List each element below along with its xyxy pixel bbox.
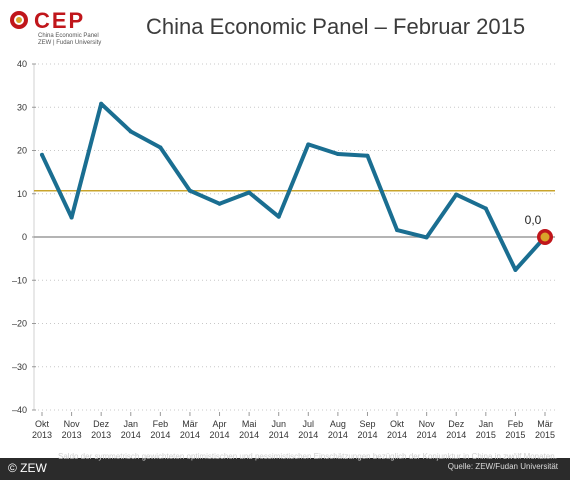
data-point: [306, 142, 311, 147]
data-point: [424, 235, 429, 240]
data-point: [483, 206, 488, 211]
data-point: [276, 214, 281, 219]
footnote-text: Saldo der symmetrisch gewichteten optimi…: [58, 452, 557, 461]
x-tick-label-year: 2014: [180, 430, 200, 440]
y-tick-label: 40: [17, 59, 27, 69]
data-point: [187, 188, 192, 193]
cep-logo: CEP China Economic Panel ZEW | Fudan Uni…: [10, 8, 101, 46]
data-point: [247, 190, 252, 195]
svg-text:China Economic Panel: China Economic Panel: [38, 33, 99, 39]
source-note: Quelle: ZEW/Fudan Universität: [447, 462, 558, 471]
x-tick-label-month: Sep: [359, 419, 375, 429]
footnote: Saldo der symmetrisch gewichteten optimi…: [58, 452, 558, 471]
x-tick-label-month: Dez: [448, 419, 465, 429]
x-tick-label-month: Jul: [303, 419, 315, 429]
footer-bar: © ZEW: [0, 458, 570, 480]
x-tick-label-month: Dez: [93, 419, 110, 429]
x-tick-label-month: Feb: [508, 419, 524, 429]
x-tick-label-month: Jun: [271, 419, 286, 429]
x-tick-label-month: Jan: [124, 419, 139, 429]
y-tick-label: –10: [12, 275, 27, 285]
x-tick-label-year: 2014: [239, 430, 259, 440]
x-tick-label-month: Feb: [153, 419, 169, 429]
x-tick-label-month: Mär: [537, 419, 553, 429]
y-tick-label: 10: [17, 189, 27, 199]
x-tick-label-year: 2015: [505, 430, 525, 440]
highlight-marker-inner: [540, 232, 550, 242]
svg-text:ZEW | Fudan University: ZEW | Fudan University: [38, 40, 101, 46]
x-tick-label-month: Aug: [330, 419, 346, 429]
data-point: [454, 192, 459, 197]
x-tick-label-year: 2014: [269, 430, 289, 440]
x-tick-label-year: 2013: [32, 430, 52, 440]
x-tick-label-month: Jan: [479, 419, 494, 429]
y-tick-label: –40: [12, 405, 27, 415]
data-point: [365, 153, 370, 158]
data-point: [40, 152, 44, 157]
x-tick-label-month: Okt: [390, 419, 405, 429]
data-point: [335, 151, 340, 156]
x-tick-label-year: 2014: [210, 430, 230, 440]
line-chart: 403020100–10–20–30–40Okt2013Nov2013Dez20…: [12, 59, 555, 440]
x-tick-label-year: 2014: [150, 430, 170, 440]
x-tick-label-month: Mai: [242, 419, 257, 429]
x-tick-label-month: Mär: [182, 419, 198, 429]
copyright: © ZEW: [8, 461, 47, 475]
x-tick-label-year: 2014: [121, 430, 141, 440]
x-tick-label-year: 2013: [91, 430, 111, 440]
y-tick-label: 0: [22, 232, 27, 242]
x-tick-label-year: 2014: [417, 430, 437, 440]
data-point: [513, 267, 518, 272]
x-tick-label-month: Nov: [64, 419, 81, 429]
x-tick-label-year: 2014: [328, 430, 348, 440]
x-tick-label-year: 2015: [476, 430, 496, 440]
y-tick-label: 20: [17, 146, 27, 156]
data-point: [395, 228, 400, 233]
x-tick-label-year: 2014: [357, 430, 377, 440]
x-tick-label-year: 2014: [298, 430, 318, 440]
x-tick-label-year: 2015: [535, 430, 555, 440]
x-tick-label-month: Nov: [419, 419, 436, 429]
x-tick-label-month: Okt: [35, 419, 50, 429]
series-line: [40, 101, 547, 272]
data-point: [158, 145, 163, 150]
svg-text:CEP: CEP: [34, 8, 85, 33]
data-point: [99, 101, 104, 106]
y-tick-label: –20: [12, 319, 27, 329]
x-tick-label-month: Apr: [213, 419, 227, 429]
y-tick-label: –30: [12, 362, 27, 372]
x-tick-label-year: 2014: [446, 430, 466, 440]
highlight-data-label: 0,0: [525, 213, 542, 227]
y-tick-label: 30: [17, 102, 27, 112]
x-tick-label-year: 2013: [62, 430, 82, 440]
data-point: [128, 129, 133, 134]
chart-title: China Economic Panel – Februar 2015: [146, 14, 526, 39]
data-point: [217, 201, 222, 206]
x-tick-label-year: 2014: [387, 430, 407, 440]
data-point: [69, 215, 74, 220]
